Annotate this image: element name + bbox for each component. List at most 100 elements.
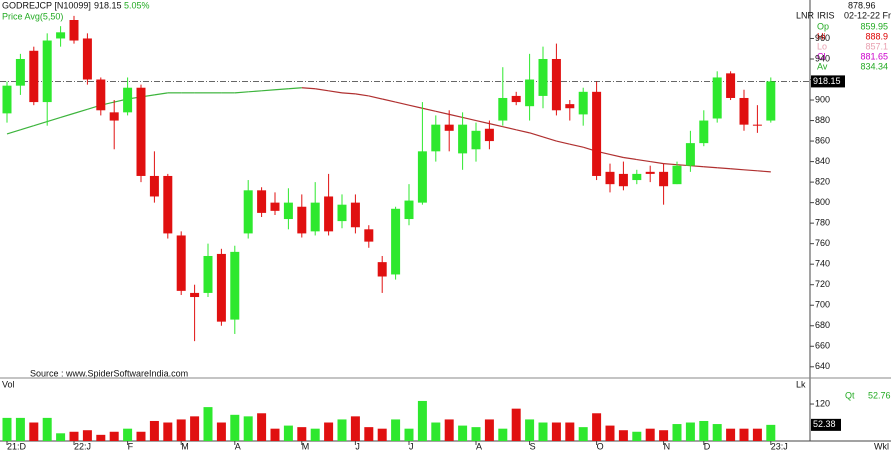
y-tick-label: 680 [815,320,830,330]
moving-average [422,107,436,112]
volume-bar [404,428,414,441]
candle-body [391,208,401,275]
volume-bar [243,416,253,441]
x-tick-label: D [704,441,711,451]
info-value: 859.95 [860,21,888,31]
y-tick-label: 740 [815,259,830,269]
candle-body [364,229,374,242]
change: 5.05% [124,0,150,10]
candle-body [431,124,441,152]
x-tick-label: F [128,441,134,451]
volume-bar [498,428,508,441]
candle-body [190,292,200,298]
source: Source : www.SpiderSoftwareIndia.com [30,368,188,378]
volume-bar [82,430,92,441]
moving-average [757,170,771,173]
volume-bar [109,431,119,441]
volume-qt: 52.76 [868,390,891,400]
indicator-label: Price Avg(5,50) [2,11,63,21]
volume-bar [310,428,320,441]
volume-bar [15,417,25,441]
volume-bar [605,425,615,441]
volume-bar [190,416,200,441]
last-price-label: 918.15 [813,76,841,86]
candle-body [270,202,280,211]
volume-bar [685,422,695,441]
candle-body [444,124,454,131]
info-label: Lo [817,41,827,51]
moving-average [449,113,463,119]
info-value: 857.1 [865,41,888,51]
candle-body [123,87,133,113]
last-volume-box [811,418,841,431]
volume-bar [96,434,106,441]
volume-bar [377,428,387,441]
x-tick-label: M [181,441,189,451]
volume-bar [739,428,749,441]
volume-bar [230,414,240,441]
candle-body [752,124,762,126]
moving-average [395,101,410,106]
candle-body [458,124,468,154]
moving-average [368,95,383,100]
candle-body [578,91,588,115]
moving-average [408,104,423,109]
info-label: Av [817,61,828,71]
moving-average [502,126,517,131]
moving-average [315,88,329,92]
volume-bar [592,413,602,441]
candle-body [672,165,682,185]
candle-body [136,87,146,176]
moving-average [556,140,570,145]
candle-body [404,200,414,220]
volume-bar [203,407,213,441]
moving-average [6,129,21,135]
moving-average [20,125,34,131]
moving-average [569,143,584,148]
volume-bar [484,419,494,441]
y-tick-label: 780 [815,218,830,228]
volume-bar [283,425,293,441]
y-tick-label: 900 [815,94,830,104]
y-tick-label: 760 [815,238,830,248]
volume-bar [712,424,722,441]
candle-body [525,79,535,107]
volume-bar [42,417,52,441]
y-tick-label: 640 [815,361,830,371]
info-date: 02-12-22 Fri [844,10,891,20]
candle-body [15,58,25,86]
moving-average [609,153,624,159]
info-value: 881.65 [860,51,888,61]
last-price: 918.15 [94,0,122,10]
candle-body [471,130,481,150]
volume-bar [632,431,642,441]
candle-body [659,171,669,187]
moving-average [301,87,316,90]
volume-bar [659,430,669,441]
candle-body [538,58,548,96]
candle-body [337,204,347,222]
info-label: Hi [817,31,826,41]
moving-average [690,165,704,168]
volume-bar [29,422,39,441]
candle-body [592,91,602,176]
y-tick-label: 800 [815,197,830,207]
moving-average [33,121,48,127]
volume-bar [645,428,655,441]
moving-average [435,110,450,115]
volume-bar [350,416,360,441]
volume-bar [726,428,736,441]
candle-body [163,175,173,234]
x-tick-label: 22:J [74,441,91,451]
y-tick-label: 880 [815,115,830,125]
last-price-box [811,75,845,88]
moving-average [328,90,343,94]
volume-bar [578,427,588,441]
candle-body [257,190,267,213]
candle-body [712,77,722,119]
volume-bar [2,417,12,441]
volume-bar [149,420,159,441]
candle-body [350,202,360,228]
y-tick-label: 940 [815,53,830,63]
x-tick-label: S [530,441,536,451]
